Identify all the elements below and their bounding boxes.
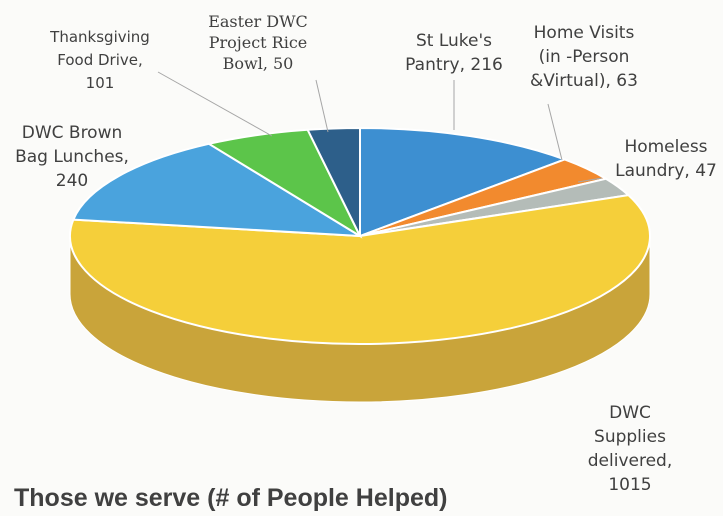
pie-slice [306,126,361,237]
chart-title: Those we serve (# of People Helped) [14,484,448,512]
slice-label-line: Bowl, 50 [223,54,294,73]
slice-label: Home Visits (in -Person &Virtual), 63 [530,23,638,91]
slice-label: Thanksgiving Food Drive, 101 [49,28,150,92]
slice-label-line: Home Visits [534,23,635,43]
slice-label-line: Laundry, 47 [615,161,717,181]
pie-slice [69,194,651,345]
pie-slice [359,126,568,238]
slice-label-line: (in -Person [539,47,630,67]
slice-label-line: Homeless [624,137,707,157]
slice-label-line: &Virtual), 63 [530,71,638,91]
slice-label-line: Project Rice [209,33,308,52]
slice-label-line: 240 [56,171,88,191]
leader-line [157,71,273,137]
slice-label: Easter DWC Project Rice Bowl, 50 [208,12,308,73]
slice-label-line: Easter DWC [208,12,308,31]
slice-label: DWC Supplies delivered, 1015 [588,403,673,495]
slice-label-line: Thanksgiving [49,28,150,46]
slice-label-line: Supplies [594,427,666,447]
pie-slices [69,126,651,345]
leader-line [577,177,603,183]
leader-lines [157,71,603,183]
slice-label-line: 1015 [608,475,651,495]
slice-label-line: Pantry, 216 [405,55,503,75]
leader-line [547,103,563,161]
leader-line [315,79,329,133]
slice-label-line: Bag Lunches, [15,147,129,167]
slice-label-line: delivered, [588,451,673,471]
slice-label-line: DWC [609,403,651,423]
pie-slice [71,142,361,237]
slice-label: St Luke's Pantry, 216 [405,31,503,75]
slice-label-line: Food Drive, [57,51,143,69]
slice-label: DWC Brown Bag Lunches, 240 [15,123,129,191]
slice-label-line: DWC Brown [22,123,123,143]
slice-label: Homeless Laundry, 47 [615,137,717,181]
slice-label-line: 101 [86,74,115,92]
slice-label-line: St Luke's [416,31,492,51]
slice-labels: St Luke's Pantry, 216 Home Visits (in -Pers… [15,12,717,495]
